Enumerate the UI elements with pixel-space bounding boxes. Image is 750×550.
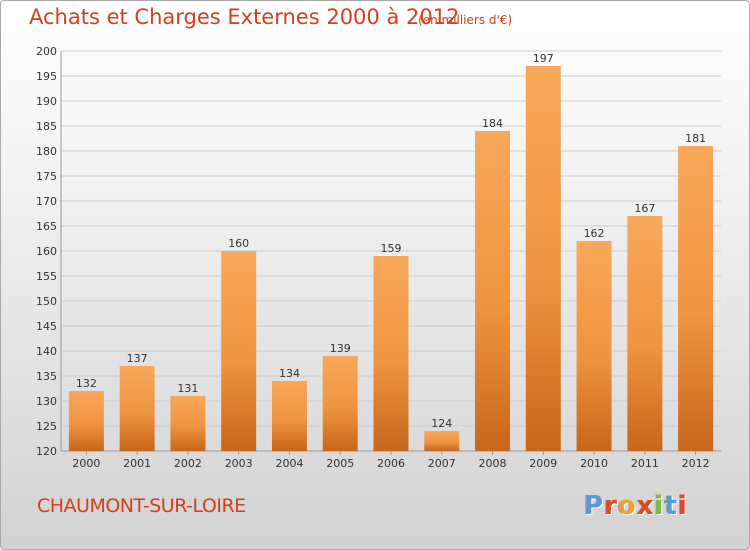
x-tick-label: 2008 (479, 457, 507, 470)
x-tick-label: 2000 (72, 457, 100, 470)
x-tick-label: 2006 (377, 457, 405, 470)
bar-2009 (525, 66, 561, 451)
y-tick-label: 120 (36, 445, 57, 458)
city-name: CHAUMONT-SUR-LOIRE (37, 495, 246, 517)
y-tick-label: 125 (36, 420, 57, 433)
bar-2007 (424, 431, 460, 451)
bar-2005 (322, 356, 358, 451)
y-tick-label: 145 (36, 320, 57, 333)
x-tick-label: 2012 (682, 457, 710, 470)
bar-2003 (221, 251, 257, 451)
logo-letter: x (636, 491, 655, 521)
bar-2006 (373, 256, 409, 451)
bar-2004 (271, 381, 307, 451)
x-tick-label: 2010 (580, 457, 608, 470)
logo-letter: i (654, 491, 665, 521)
value-label: 139 (330, 342, 351, 355)
bar-2011 (627, 216, 663, 451)
y-tick-label: 200 (36, 45, 57, 58)
x-tick-label: 2001 (123, 457, 151, 470)
y-tick-label: 190 (36, 95, 57, 108)
chart-title: Achats et Charges Externes 2000 à 2012 (29, 5, 460, 29)
proxiti-logo: Proxiti (584, 491, 688, 521)
y-tick-label: 165 (36, 220, 57, 233)
x-tick-label: 2002 (174, 457, 202, 470)
y-tick-label: 130 (36, 395, 57, 408)
y-tick-label: 180 (36, 145, 57, 158)
y-tick-label: 170 (36, 195, 57, 208)
bar-2010 (576, 241, 612, 451)
y-tick-label: 185 (36, 120, 57, 133)
value-label: 159 (381, 242, 402, 255)
value-label: 131 (177, 382, 198, 395)
x-tick-label: 2004 (275, 457, 303, 470)
bar-2012 (678, 146, 714, 451)
y-tick-label: 135 (36, 370, 57, 383)
y-tick-label: 140 (36, 345, 57, 358)
value-label: 167 (634, 202, 655, 215)
y-tick-label: 150 (36, 295, 57, 308)
y-tick-label: 175 (36, 170, 57, 183)
bar-2008 (475, 131, 511, 451)
value-label: 124 (431, 417, 452, 430)
logo-letter: i (677, 491, 688, 521)
value-label: 132 (76, 377, 97, 390)
logo-letter: t (664, 491, 678, 521)
logo-letter: P (584, 491, 605, 521)
chart-units: (en milliers d'€) (418, 13, 513, 27)
value-label: 184 (482, 117, 503, 130)
x-tick-label: 2007 (428, 457, 456, 470)
x-tick-label: 2005 (326, 457, 354, 470)
x-tick-label: 2009 (529, 457, 557, 470)
value-label: 197 (533, 52, 554, 65)
y-tick-label: 160 (36, 245, 57, 258)
x-tick-label: 2011 (631, 457, 659, 470)
value-label: 181 (685, 132, 706, 145)
bar-2001 (119, 366, 155, 451)
bar-2000 (68, 391, 104, 451)
value-label: 160 (228, 237, 249, 250)
logo-letter: r (604, 491, 618, 521)
y-tick-label: 195 (36, 70, 57, 83)
x-tick-label: 2003 (225, 457, 253, 470)
value-label: 137 (127, 352, 148, 365)
value-label: 134 (279, 367, 300, 380)
bar-2002 (170, 396, 206, 451)
value-label: 162 (584, 227, 605, 240)
y-tick-label: 155 (36, 270, 57, 283)
logo-letter: o (617, 491, 637, 521)
